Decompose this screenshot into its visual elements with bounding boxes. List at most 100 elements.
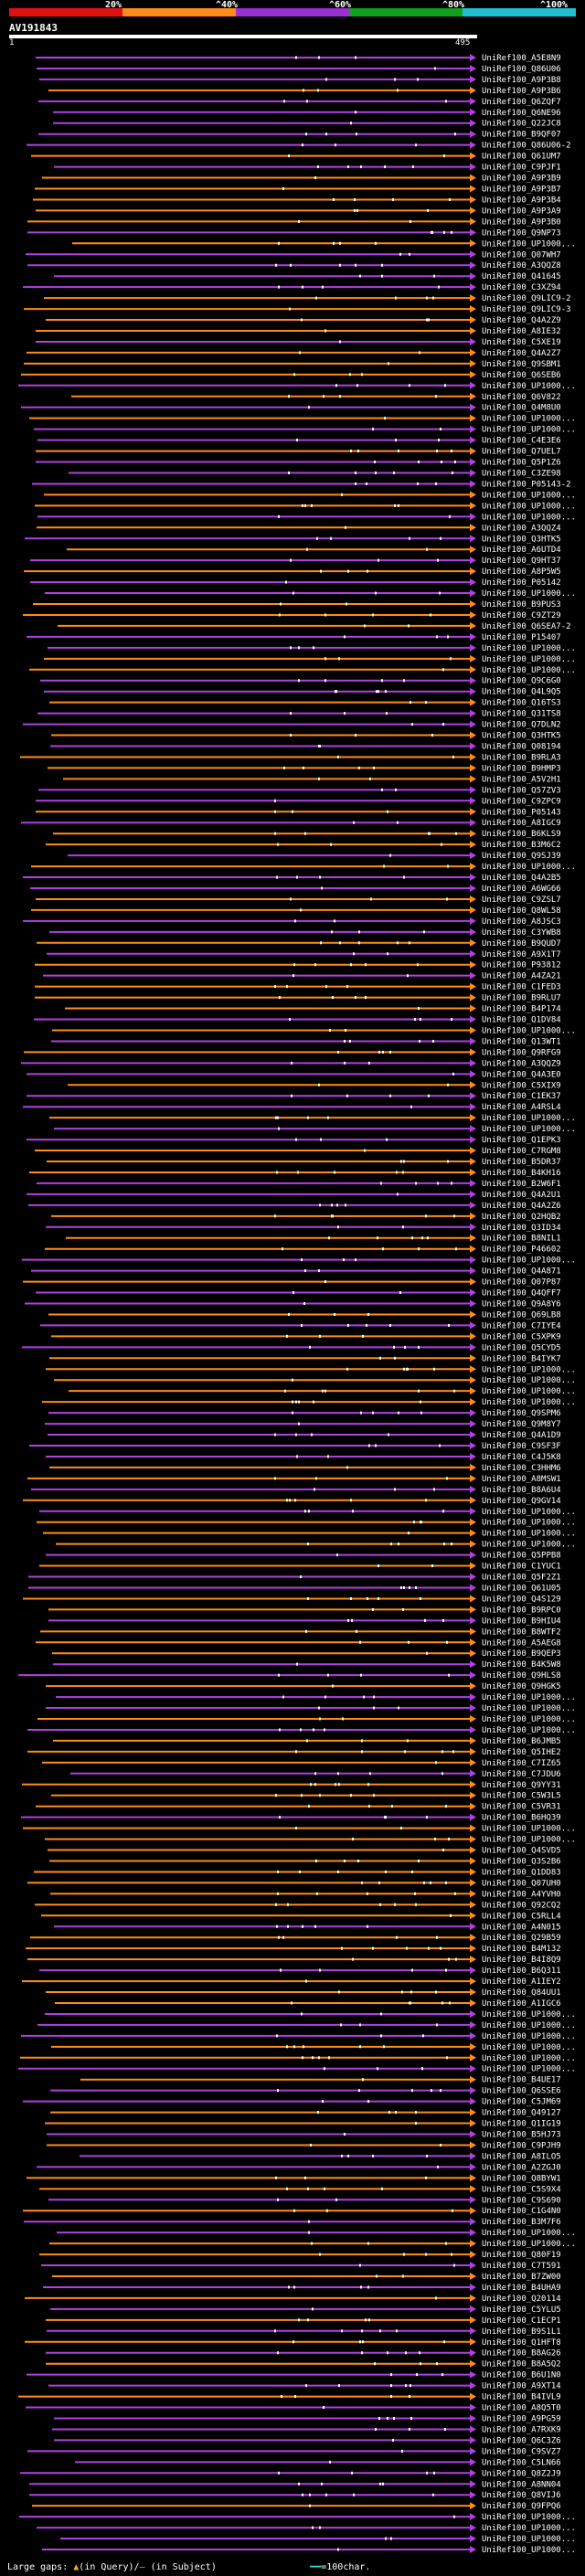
hit-label[interactable]: UniRef100_B8NIL1 [482,1235,561,1244]
hit-label[interactable]: UniRef100_Q9C6G0 [482,677,561,686]
hit-label[interactable]: UniRef100_Q4A1D9 [482,1431,561,1440]
hit-label[interactable]: UniRef100_UP1000... [482,1365,576,1374]
hit-label[interactable]: UniRef100_C9SF3F [482,1442,561,1451]
hit-label[interactable]: UniRef100_Q6V822 [482,393,561,402]
hit-label[interactable]: UniRef100_A5V2H1 [482,775,561,784]
hit-label[interactable]: UniRef100_A6UTD4 [482,546,561,555]
hit-label[interactable]: UniRef100_A8ILO5 [482,2152,561,2161]
hit-label[interactable]: UniRef100_UP1000... [482,1704,576,1713]
hit-label[interactable]: UniRef100_Q07UH0 [482,1879,561,1888]
hit-label[interactable]: UniRef100_Q3S2B6 [482,1857,561,1866]
hit-label[interactable]: UniRef100_B5HJ73 [482,2131,561,2140]
hit-label[interactable]: UniRef100_Q4S129 [482,1595,561,1604]
hit-label[interactable]: UniRef100_B7ZW00 [482,2273,561,2282]
hit-label[interactable]: UniRef100_B4IYK7 [482,1354,561,1363]
hit-label[interactable]: UniRef100_UP1000... [482,2240,576,2249]
hit-label[interactable]: UniRef100_UP1000... [482,2043,576,2052]
hit-label[interactable]: UniRef100_C1FED3 [482,983,561,992]
hit-label[interactable]: UniRef100_Q4SVD5 [482,1847,561,1856]
hit-label[interactable]: UniRef100_A2ZGJ0 [482,2163,561,2172]
hit-label[interactable]: UniRef100_Q6C3Z6 [482,2436,561,2445]
hit-label[interactable]: UniRef100_Q61UM7 [482,153,561,162]
hit-label[interactable]: UniRef100_Q80F19 [482,2251,561,2260]
hit-label[interactable]: UniRef100_Q9HT37 [482,557,561,566]
hit-label[interactable]: UniRef100_B9RPC0 [482,1606,561,1615]
hit-label[interactable]: UniRef100_P15407 [482,633,561,642]
hit-label[interactable]: UniRef100_Q5F2Z1 [482,1574,561,1583]
hit-label[interactable]: UniRef100_C9ZPC9 [482,797,561,806]
hit-label[interactable]: UniRef100_UP1000... [482,1376,576,1385]
hit-label[interactable]: UniRef100_UP1000... [482,1387,576,1396]
hit-label[interactable]: UniRef100_UP1000... [482,2021,576,2030]
hit-label[interactable]: UniRef100_Q6SEB6 [482,371,561,380]
hit-label[interactable]: UniRef100_C7IZ65 [482,1759,561,1768]
hit-label[interactable]: UniRef100_C3XZ94 [482,283,561,292]
hit-label[interactable]: UniRef100_UP1000... [482,382,576,391]
hit-label[interactable]: UniRef100_Q69LB8 [482,1310,561,1320]
hit-label[interactable]: UniRef100_UP1000... [482,502,576,511]
hit-label[interactable]: UniRef100_UP1000... [482,513,576,522]
hit-label[interactable]: UniRef100_P05142 [482,578,561,588]
hit-label[interactable]: UniRef100_B9S1L1 [482,2327,561,2337]
hit-label[interactable]: UniRef100_Q61U05 [482,1584,561,1593]
hit-label[interactable]: UniRef100_UP1000... [482,589,576,599]
hit-label[interactable]: UniRef100_Q2HQB2 [482,1213,561,1222]
hit-label[interactable]: UniRef100_Q41645 [482,272,561,281]
hit-label[interactable]: UniRef100_UP1000... [482,2065,576,2074]
hit-label[interactable]: UniRef100_Q9SPM6 [482,1409,561,1418]
hit-label[interactable]: UniRef100_Q13WT1 [482,1037,561,1046]
hit-label[interactable]: UniRef100_B9QUD7 [482,939,561,949]
hit-label[interactable]: UniRef100_UP1000... [482,426,576,435]
hit-label[interactable]: UniRef100_C5W3L5 [482,1792,561,1801]
hit-label[interactable]: UniRef100_C5S9X4 [482,2185,561,2194]
hit-label[interactable]: UniRef100_A1IGC6 [482,1999,561,2009]
hit-label[interactable]: UniRef100_C5JM69 [482,2098,561,2107]
hit-label[interactable]: UniRef100_A4RSL4 [482,1103,561,1112]
hit-label[interactable]: UniRef100_A8MSW1 [482,1475,561,1484]
hit-label[interactable]: UniRef100_B9RLU7 [482,994,561,1003]
hit-label[interactable]: UniRef100_Q9HLS8 [482,1671,561,1680]
hit-label[interactable]: UniRef100_Q84UU1 [482,1988,561,1998]
hit-label[interactable]: UniRef100_C9SVZ7 [482,2447,561,2456]
hit-label[interactable]: UniRef100_C1ECP1 [482,2316,561,2326]
hit-label[interactable]: UniRef100_Q29B59 [482,1934,561,1943]
hit-label[interactable]: UniRef100_B9QEP3 [482,1649,561,1659]
hit-label[interactable]: UniRef100_Q16TS3 [482,699,561,708]
hit-label[interactable]: UniRef100_Q6SSE6 [482,2087,561,2096]
hit-label[interactable]: UniRef100_B4KH16 [482,1169,561,1178]
hit-label[interactable]: UniRef100_Q9RFG9 [482,1048,561,1057]
hit-label[interactable]: UniRef100_C3YWB8 [482,928,561,938]
hit-label[interactable]: UniRef100_A9PG59 [482,2414,561,2423]
hit-label[interactable]: UniRef100_UP1000... [482,415,576,424]
hit-label[interactable]: UniRef100_A5E8N9 [482,54,561,63]
hit-label[interactable]: UniRef100_B4UE17 [482,2076,561,2085]
hit-label[interactable]: UniRef100_P05143 [482,808,561,817]
hit-label[interactable]: UniRef100_A6WG66 [482,885,561,894]
hit-label[interactable]: UniRef100_Q9LIC9-2 [482,294,571,303]
hit-label[interactable]: UniRef100_Q07P87 [482,1278,561,1288]
hit-label[interactable]: UniRef100_Q5CYD5 [482,1343,561,1352]
hit-label[interactable]: UniRef100_Q9SBM1 [482,360,561,369]
hit-label[interactable]: UniRef100_Q8WL58 [482,906,561,916]
hit-label[interactable]: UniRef100_B3M7F6 [482,2218,561,2227]
hit-label[interactable]: UniRef100_A8Q5T0 [482,2404,561,2413]
hit-label[interactable]: UniRef100_C5XE19 [482,338,561,347]
hit-label[interactable]: UniRef100_UP1000... [482,655,576,664]
hit-label[interactable]: UniRef100_Q9NP73 [482,228,561,238]
hit-label[interactable]: UniRef100_C9PJF1 [482,164,561,173]
hit-label[interactable]: UniRef100_A9P3B7 [482,186,561,195]
hit-label[interactable]: UniRef100_Q4A2Z7 [482,349,561,358]
hit-label[interactable]: UniRef100_B3M6C2 [482,841,561,850]
hit-label[interactable]: UniRef100_UP1000... [482,1125,576,1134]
hit-label[interactable]: UniRef100_P93812 [482,961,561,970]
hit-label[interactable]: UniRef100_UP1000... [482,1256,576,1266]
hit-label[interactable]: UniRef100_B8WTF2 [482,1627,561,1637]
hit-label[interactable]: UniRef100_A9P3B4 [482,196,561,205]
hit-label[interactable]: UniRef100_B2W6F1 [482,1180,561,1189]
hit-label[interactable]: UniRef100_UP1000... [482,1541,576,1550]
hit-label[interactable]: UniRef100_Q3ID34 [482,1224,561,1233]
hit-label[interactable]: UniRef100_C9ZT29 [482,611,561,620]
hit-label[interactable]: UniRef100_UP1000... [482,491,576,500]
hit-label[interactable]: UniRef100_UP1000... [482,2546,576,2555]
hit-label[interactable]: UniRef100_A7RXK9 [482,2425,561,2434]
